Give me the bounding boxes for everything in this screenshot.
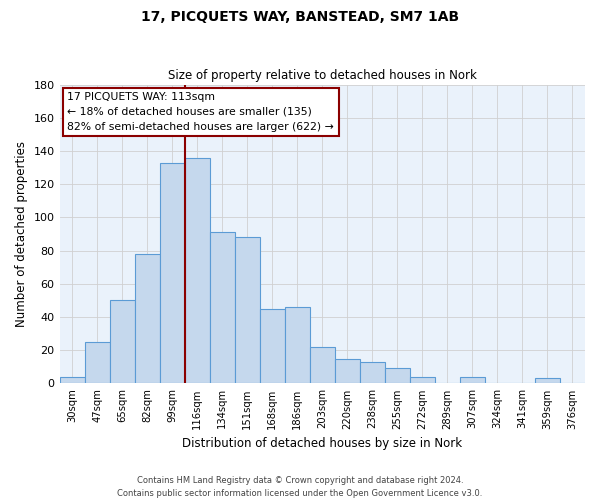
Bar	[209, 232, 235, 384]
X-axis label: Distribution of detached houses by size in Nork: Distribution of detached houses by size …	[182, 437, 463, 450]
Bar	[335, 358, 360, 384]
Text: Contains HM Land Registry data © Crown copyright and database right 2024.
Contai: Contains HM Land Registry data © Crown c…	[118, 476, 482, 498]
Bar	[460, 377, 485, 384]
Bar	[185, 158, 209, 384]
Bar	[59, 377, 85, 384]
Bar	[385, 368, 410, 384]
Bar	[110, 300, 134, 384]
Text: 17 PICQUETS WAY: 113sqm
← 18% of detached houses are smaller (135)
82% of semi-d: 17 PICQUETS WAY: 113sqm ← 18% of detache…	[67, 92, 334, 132]
Bar	[360, 362, 385, 384]
Bar	[85, 342, 110, 384]
Text: 17, PICQUETS WAY, BANSTEAD, SM7 1AB: 17, PICQUETS WAY, BANSTEAD, SM7 1AB	[141, 10, 459, 24]
Title: Size of property relative to detached houses in Nork: Size of property relative to detached ho…	[168, 69, 477, 82]
Bar	[535, 378, 560, 384]
Bar	[410, 377, 435, 384]
Bar	[285, 307, 310, 384]
Bar	[235, 238, 260, 384]
Bar	[310, 347, 335, 384]
Bar	[160, 162, 185, 384]
Y-axis label: Number of detached properties: Number of detached properties	[15, 141, 28, 327]
Bar	[260, 308, 285, 384]
Bar	[134, 254, 160, 384]
